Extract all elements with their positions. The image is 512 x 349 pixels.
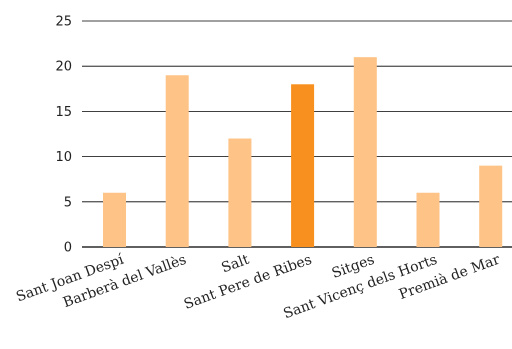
bars — [103, 57, 503, 248]
y-axis-tick-labels: 0 5 10 15 20 25 — [55, 15, 72, 256]
y-tick-label: 0 — [64, 241, 72, 256]
y-tick-label: 5 — [64, 195, 72, 210]
bar-1 — [165, 75, 189, 248]
y-tick-label: 25 — [55, 15, 72, 30]
bar-4 — [353, 57, 377, 247]
bar-2 — [228, 138, 252, 247]
y-tick-label: 20 — [55, 60, 72, 75]
bar-6 — [479, 165, 503, 247]
bar-5 — [416, 192, 440, 247]
y-tick-label: 10 — [55, 150, 72, 165]
bar-3 — [291, 84, 315, 247]
x-category-label: Salt — [219, 252, 251, 277]
y-tick-label: 15 — [55, 105, 72, 120]
bar-0 — [103, 192, 126, 247]
